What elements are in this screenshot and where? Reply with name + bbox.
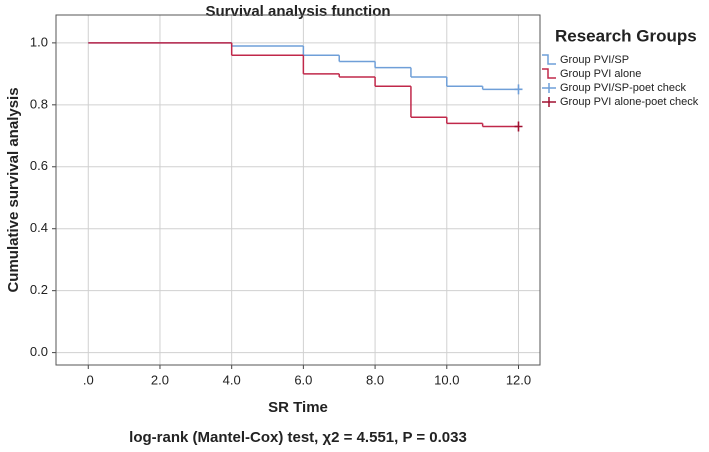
test-note: log-rank (Mantel-Cox) test, χ2 = 4.551, … [129, 429, 467, 446]
x-tick-label: 12.0 [506, 372, 531, 387]
legend-title: Research Groups [555, 26, 697, 45]
censor-mark [514, 121, 523, 132]
legend-label: Group PVI alone [560, 68, 641, 80]
plot-frame [55, 14, 541, 366]
y-tick-label: 0.6 [30, 158, 48, 173]
x-tick-label: 2.0 [151, 372, 169, 387]
chart-title: Survival analysis function [205, 3, 390, 20]
legend-symbol [542, 54, 556, 65]
legend-label: Group PVI/SP [560, 54, 629, 66]
legend-label: Group PVI alone-poet check [560, 96, 699, 108]
censor-mark [514, 84, 523, 95]
legend-label: Group PVI/SP-poet check [560, 82, 686, 94]
legend-symbol [542, 83, 556, 93]
x-tick-label: 4.0 [223, 372, 241, 387]
x-tick-label: .0 [83, 372, 94, 387]
y-tick-label: 0.4 [30, 220, 48, 235]
y-tick-label: 1.0 [30, 34, 48, 49]
y-tick-label: 0.0 [30, 344, 48, 359]
x-tick-label: 8.0 [366, 372, 384, 387]
y-tick-label: 0.2 [30, 282, 48, 297]
legend-symbol [542, 97, 556, 107]
legend-symbol [542, 68, 556, 79]
x-axis-label: SR Time [268, 399, 328, 416]
y-axis-label: Cumulative survival analysis [5, 87, 22, 292]
y-tick-label: 0.8 [30, 96, 48, 111]
x-tick-label: 10.0 [434, 372, 459, 387]
x-tick-label: 6.0 [294, 372, 312, 387]
